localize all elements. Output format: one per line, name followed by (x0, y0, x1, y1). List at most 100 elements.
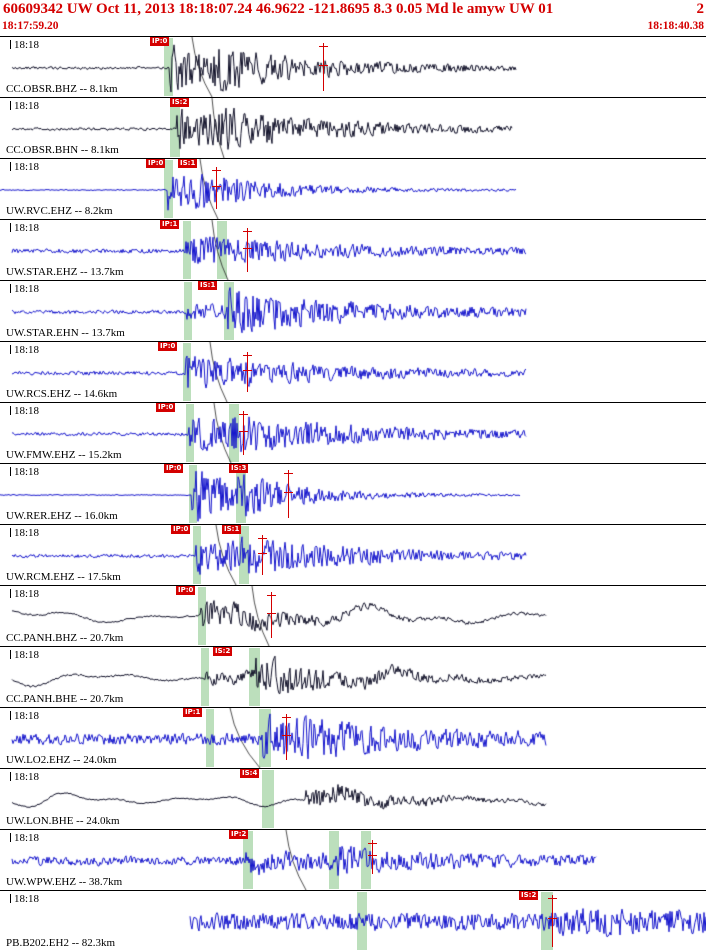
waveform-canvas[interactable] (0, 708, 706, 768)
waveform-canvas[interactable] (0, 403, 706, 463)
event-title-overflow: 2 (696, 1, 705, 17)
trace-time-label: 18:18 (10, 832, 39, 844)
trace-panel: IS:1 18:18 UW.STAR.EHN -- 13.7km (0, 280, 706, 341)
pick-flag[interactable]: IP:1 (183, 708, 203, 717)
pick-flag[interactable]: IS:1 (222, 525, 242, 534)
minute-tick-icon (10, 650, 11, 659)
trace-panel-list: IP:0 18:18 CC.OBSR.BHZ -- 8.1km IS:2 18:18 CC… (0, 36, 706, 951)
waveform-canvas[interactable] (0, 220, 706, 280)
pick-line[interactable] (239, 411, 248, 455)
pick-flag[interactable]: IS:2 (519, 891, 539, 900)
trace-station-label: UW.LO2.EHZ -- 24.0km (6, 754, 117, 766)
waveform-canvas[interactable] (0, 281, 706, 341)
pick-line[interactable] (284, 470, 293, 518)
trace-time-label: 18:18 (10, 710, 39, 722)
pick-flag[interactable]: IS:1 (198, 281, 218, 290)
trace-station-label: UW.RVC.EHZ -- 8.2km (6, 205, 113, 217)
minute-tick-icon (10, 711, 11, 720)
trace-panel: IP:0 18:18 UW.RCS.EHZ -- 14.6km (0, 341, 706, 402)
waveform-canvas[interactable] (0, 647, 706, 707)
trace-station-label: CC.PANH.BHE -- 20.7km (6, 693, 124, 705)
trace-time-label: 18:18 (10, 588, 39, 600)
pick-flag[interactable]: IP:0 (146, 159, 166, 168)
trace-time-label: 18:18 (10, 283, 39, 295)
waveform-canvas[interactable] (0, 586, 706, 646)
trace-station-label: CC.OBSR.BHN -- 8.1km (6, 144, 119, 156)
trace-station-label: UW.RER.EHZ -- 16.0km (6, 510, 118, 522)
trace-time-label: 18:18 (10, 893, 39, 905)
trace-station-label: PB.B202.EH2 -- 82.3km (6, 937, 116, 949)
pick-flag[interactable]: IP:1 (160, 220, 180, 229)
pick-line[interactable] (368, 840, 377, 874)
waveform-canvas[interactable] (0, 464, 706, 524)
trace-panel: IP:0 18:18 CC.OBSR.BHZ -- 8.1km (0, 36, 706, 97)
trace-time-label: 18:18 (10, 771, 39, 783)
waveform-canvas[interactable] (0, 37, 706, 97)
pick-flag[interactable]: IP:0 (171, 525, 191, 534)
trace-panel: IP:0 IS:3 18:18 UW.RER.EHZ -- 16.0km (0, 463, 706, 524)
trace-time-label: 18:18 (10, 649, 39, 661)
trace-panel: IS:4 18:18 UW.LON.BHE -- 24.0km (0, 768, 706, 829)
waveform-canvas[interactable] (0, 769, 706, 829)
pick-flag[interactable]: IP:2 (229, 830, 249, 839)
pick-flag[interactable]: IS:3 (229, 464, 249, 473)
pick-flag[interactable]: IS:2 (170, 98, 190, 107)
pick-flag[interactable]: IP:0 (176, 586, 196, 595)
waveform-canvas[interactable] (0, 830, 706, 890)
minute-tick-icon (10, 101, 11, 110)
minute-tick-icon (10, 40, 11, 49)
waveform-canvas[interactable] (0, 98, 706, 158)
minute-tick-icon (10, 528, 11, 537)
minute-tick-icon (10, 833, 11, 842)
trace-time-label: 18:18 (10, 39, 39, 51)
waveform-canvas[interactable] (0, 159, 706, 219)
pick-line[interactable] (243, 228, 252, 272)
pick-flag[interactable]: IP:0 (164, 464, 184, 473)
waveform-canvas[interactable] (0, 342, 706, 402)
pick-line[interactable] (267, 592, 276, 638)
pick-line[interactable] (243, 352, 252, 392)
minute-tick-icon (10, 406, 11, 415)
trace-panel: IP:0 18:18 UW.FMW.EHZ -- 15.2km (0, 402, 706, 463)
trace-station-label: CC.OBSR.BHZ -- 8.1km (6, 83, 118, 95)
pick-line[interactable] (548, 895, 557, 947)
trace-station-label: UW.RCM.EHZ -- 17.5km (6, 571, 121, 583)
minute-tick-icon (10, 345, 11, 354)
trace-time-label: 18:18 (10, 405, 39, 417)
pick-flag[interactable]: IP:0 (158, 342, 178, 351)
minute-tick-icon (10, 162, 11, 171)
minute-tick-icon (10, 772, 11, 781)
trace-station-label: CC.PANH.BHZ -- 20.7km (6, 632, 124, 644)
pick-line[interactable] (212, 167, 221, 209)
trace-time-label: 18:18 (10, 466, 39, 478)
minute-tick-icon (10, 467, 11, 476)
window-end-time: 18:18:40.38 (647, 20, 704, 32)
trace-station-label: UW.STAR.EHZ -- 13.7km (6, 266, 124, 278)
trace-station-label: UW.STAR.EHN -- 13.7km (6, 327, 125, 339)
trace-time-label: 18:18 (10, 100, 39, 112)
trace-time-label: 18:18 (10, 222, 39, 234)
pick-line[interactable] (282, 714, 291, 760)
trace-panel: IS:2 18:18 CC.PANH.BHE -- 20.7km (0, 646, 706, 707)
pick-line[interactable] (258, 535, 267, 575)
trace-time-label: 18:18 (10, 344, 39, 356)
trace-time-label: 18:18 (10, 527, 39, 539)
trace-panel: IP:2 18:18 UW.WPW.EHZ -- 38.7km (0, 829, 706, 890)
pick-flag[interactable]: IS:2 (213, 647, 233, 656)
trace-panel: IP:1 18:18 UW.STAR.EHZ -- 13.7km (0, 219, 706, 280)
pick-flag[interactable]: IP:0 (156, 403, 176, 412)
trace-station-label: UW.RCS.EHZ -- 14.6km (6, 388, 118, 400)
window-start-time: 18:17:59.20 (2, 20, 59, 32)
pick-flag[interactable]: IS:1 (178, 159, 198, 168)
minute-tick-icon (10, 894, 11, 903)
time-window-line: 18:17:59.20 18:18:40.38 (0, 19, 706, 34)
event-title: 60609342 UW Oct 11, 2013 18:18:07.24 46.… (3, 1, 554, 17)
pick-flag[interactable]: IS:4 (240, 769, 260, 778)
trace-panel: IS:2 18:18 CC.OBSR.BHN -- 8.1km (0, 97, 706, 158)
pick-line[interactable] (319, 43, 328, 91)
waveform-canvas[interactable] (0, 525, 706, 585)
minute-tick-icon (10, 284, 11, 293)
pick-flag[interactable]: IP:0 (150, 37, 170, 46)
trace-panel: IP:0 18:18 CC.PANH.BHZ -- 20.7km (0, 585, 706, 646)
trace-station-label: UW.LON.BHE -- 24.0km (6, 815, 120, 827)
